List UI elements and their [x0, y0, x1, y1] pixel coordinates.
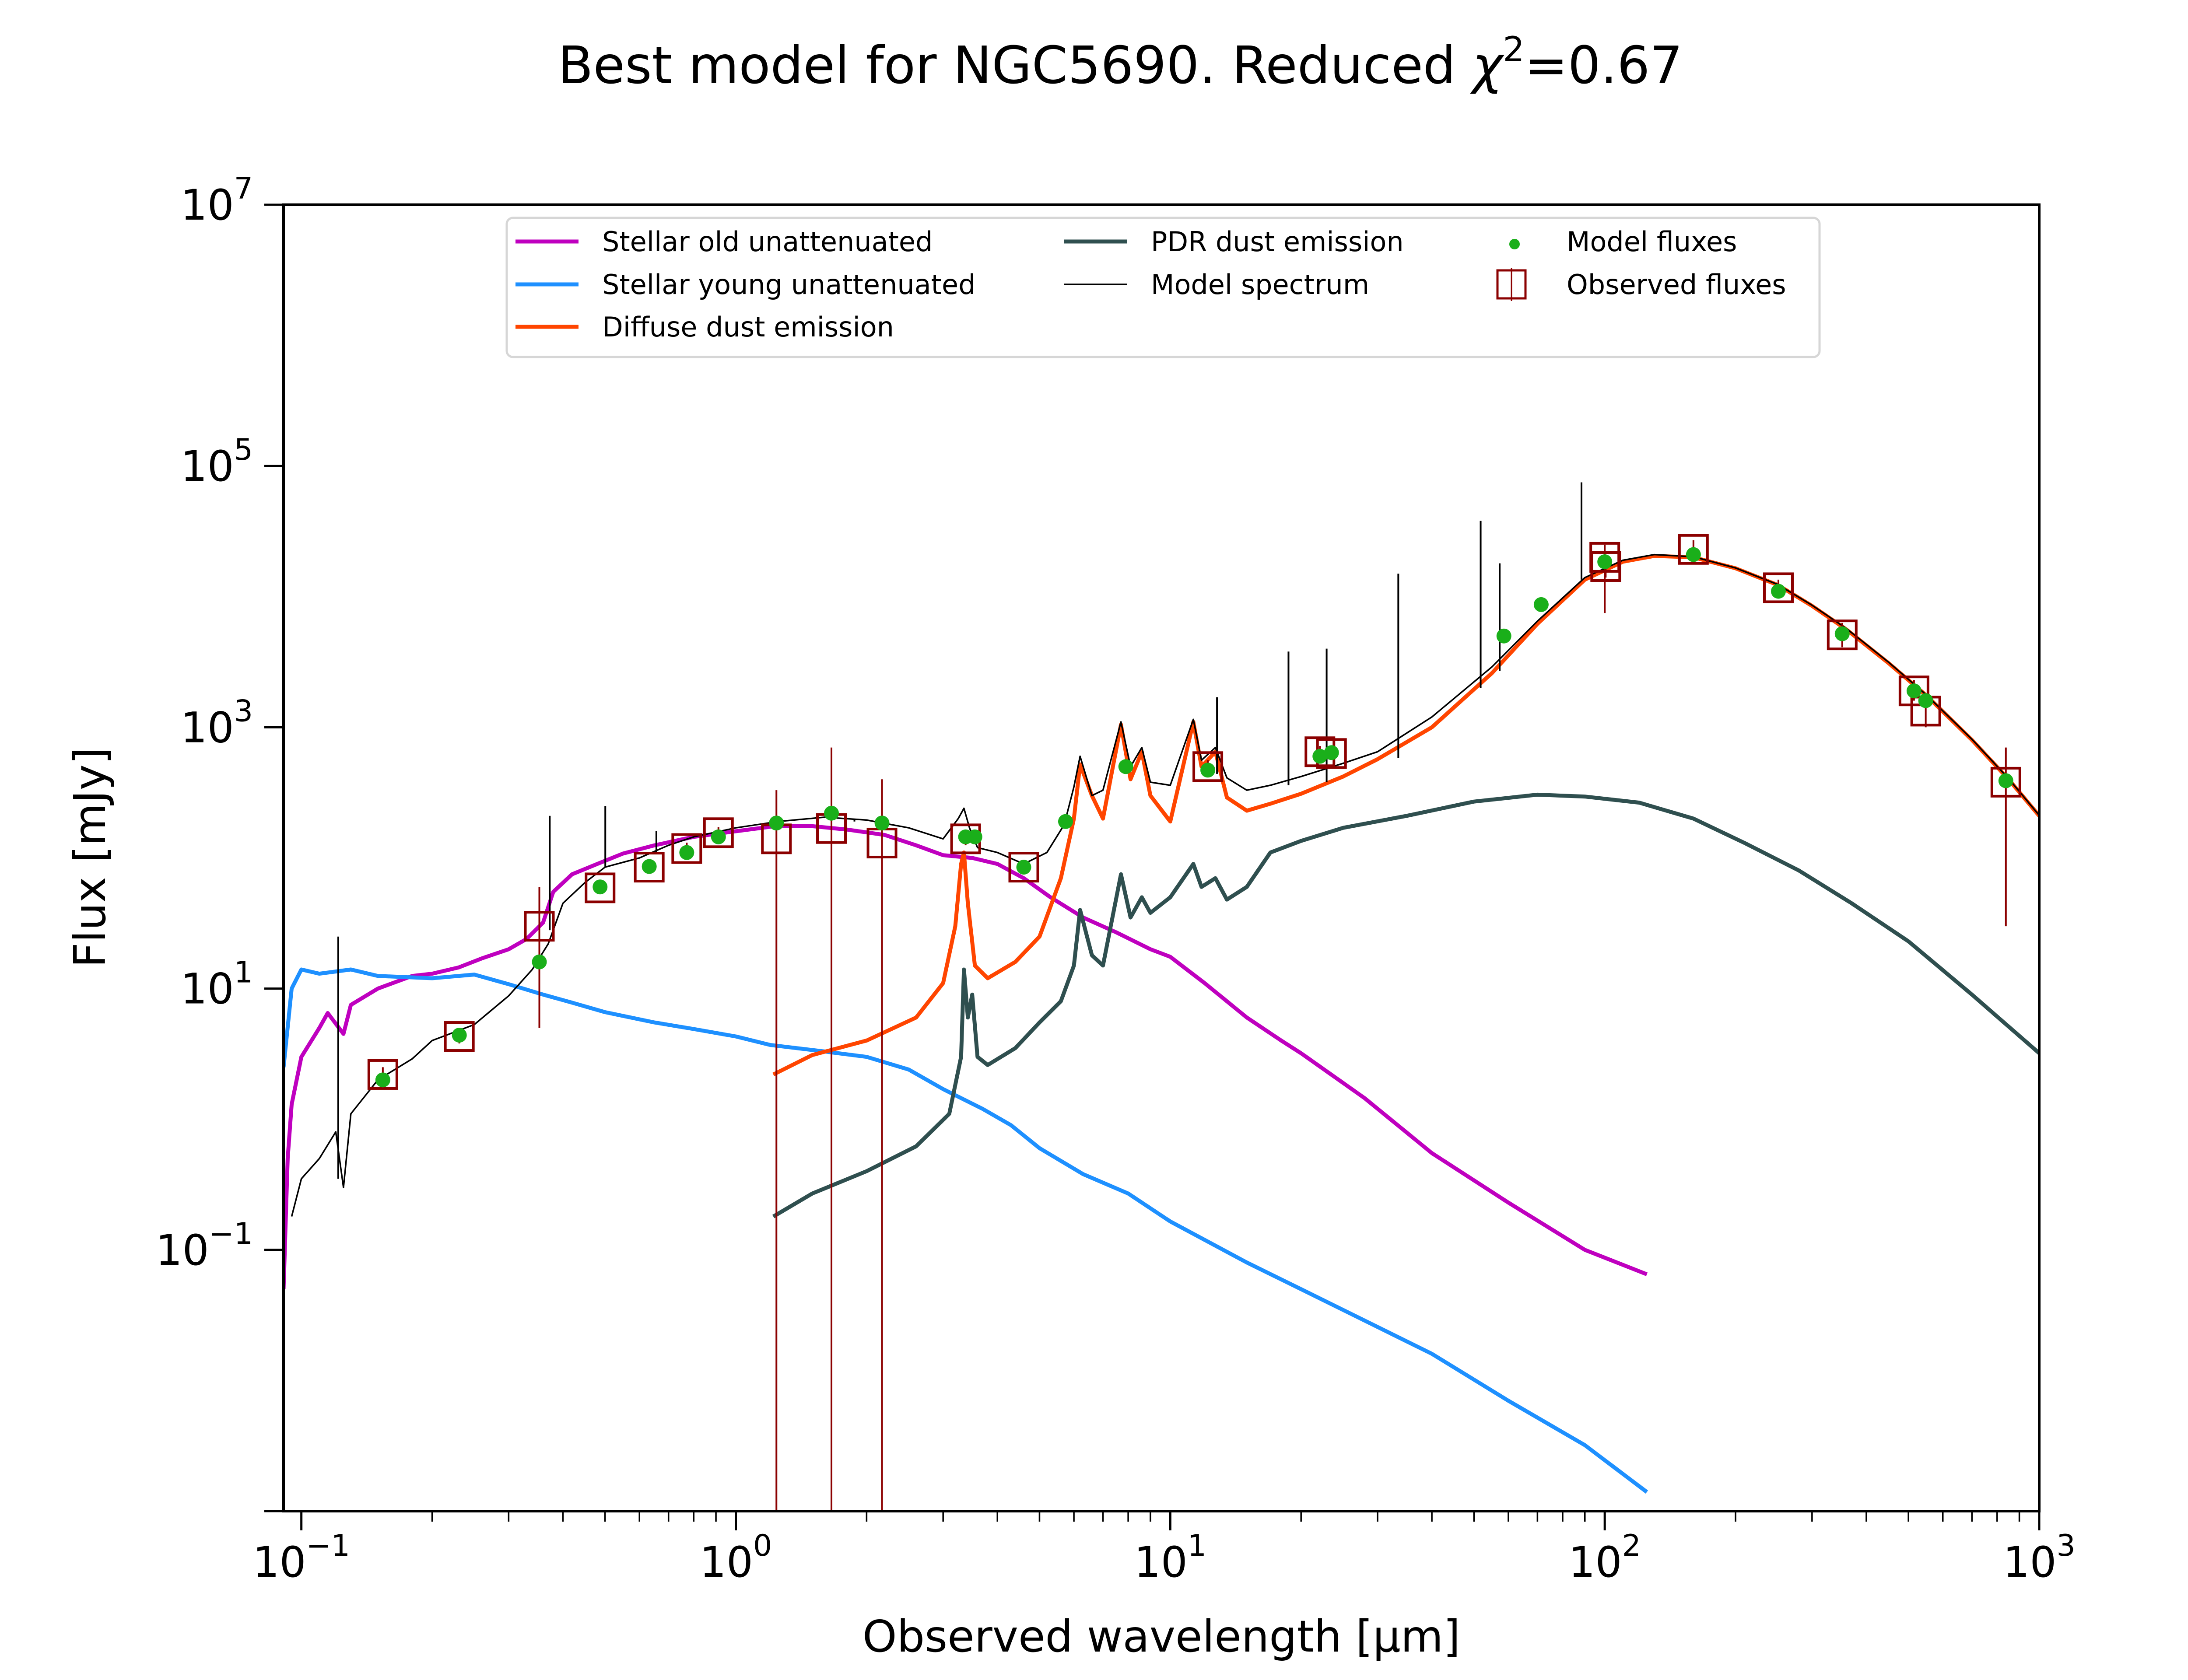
y-tick-label: 101 — [181, 956, 253, 1014]
y-tick-label: 103 — [181, 694, 253, 752]
model-flux-point — [1906, 683, 1922, 699]
x-tick-label: 103 — [2003, 1529, 2075, 1587]
legend-label-pdr-dust: PDR dust emission — [1151, 226, 1404, 258]
chart-title-sup: 2 — [1503, 30, 1525, 70]
legend: Stellar old unattenuated Stellar young u… — [505, 217, 1821, 358]
observed-flux-marker — [367, 1059, 398, 1090]
model-flux-point — [1118, 759, 1133, 774]
model-flux-point — [1016, 860, 1031, 875]
plot-area — [284, 482, 2039, 1511]
observed-flux-marker — [1008, 852, 1039, 883]
series-stellar-old-unattenuated — [284, 824, 1648, 1289]
x-tick-label: 101 — [1134, 1529, 1206, 1587]
legend-label-model-spectrum: Model spectrum — [1151, 269, 1369, 301]
legend-label-stellar-old: Stellar old unattenuated — [602, 226, 933, 258]
model-flux-point — [452, 1028, 467, 1043]
y-axis-ticks: 10−1 101 103 105 107 — [156, 172, 284, 1512]
observed-flux-marker — [444, 1021, 475, 1052]
legend-swatch-model-fluxes — [1509, 239, 1520, 249]
chart-title-chi: χ — [1469, 35, 1504, 95]
x-axis-ticks: 10−1 100 101 102 103 — [252, 1511, 2076, 1587]
model-flux-point — [642, 859, 657, 874]
model-flux-point — [1058, 814, 1073, 829]
model-flux-point — [967, 829, 982, 844]
observed-flux-marker — [1192, 751, 1224, 782]
series-model-spectrum — [291, 553, 2039, 1217]
model-flux-point — [711, 829, 726, 844]
emission-lines-layer — [337, 482, 1583, 1179]
legend-box — [505, 217, 1821, 358]
model-flux-point — [1324, 745, 1339, 760]
model-flux-point — [824, 805, 839, 821]
series-pdr-dust-emission — [772, 792, 2039, 1218]
x-tick-label: 10−1 — [252, 1529, 350, 1587]
legend-label-diffuse-dust: Diffuse dust emission — [602, 311, 894, 343]
observed-flux-marker — [1678, 534, 1709, 565]
model-flux-point — [375, 1072, 390, 1088]
axes-frame — [282, 203, 2041, 1512]
y-tick-label: 105 — [181, 433, 253, 491]
model-fluxes-layer — [375, 547, 2013, 1088]
observed-flux-marker — [703, 817, 734, 848]
model-flux-point — [1834, 626, 1850, 641]
observed-flux-marker — [1590, 551, 1621, 582]
observed-fluxes-layer — [367, 534, 2021, 1511]
legend-label-stellar-young: Stellar young unattenuated — [602, 269, 975, 301]
model-flux-point — [679, 845, 694, 860]
model-flux-point — [1597, 554, 1613, 570]
model-flux-point — [1686, 547, 1701, 562]
y-tick-label: 107 — [181, 172, 253, 230]
observed-flux-marker — [1763, 572, 1794, 603]
x-tick-label: 100 — [700, 1529, 772, 1587]
y-axis-label: Flux [mJy] — [64, 747, 116, 968]
observed-flux-marker — [585, 872, 616, 903]
chart-title-suffix: =0.67 — [1525, 35, 1683, 95]
chart-title: Best model for NGC5690. Reduced χ2=0.67 — [558, 30, 1683, 95]
observed-flux-marker — [1898, 676, 1929, 707]
observed-flux-marker — [671, 833, 702, 864]
model-flux-point — [1918, 693, 1933, 708]
legend-label-model-fluxes: Model fluxes — [1567, 226, 1737, 258]
model-flux-point — [874, 816, 890, 831]
model-flux-point — [1533, 597, 1549, 612]
model-flux-point — [1312, 749, 1328, 764]
series-stellar-young-unattenuated — [284, 967, 1648, 1494]
model-flux-point — [1496, 628, 1511, 644]
legend-label-observed-fluxes: Observed fluxes — [1567, 269, 1786, 301]
model-flux-point — [593, 879, 608, 895]
observed-flux-marker — [1990, 766, 2021, 798]
model-flux-point — [532, 954, 547, 970]
x-axis-label: Observed wavelength [μm] — [863, 1611, 1460, 1662]
chart-title-prefix: Best model for NGC5690. Reduced — [558, 35, 1473, 95]
observed-flux-marker — [634, 852, 665, 883]
observed-flux-marker — [524, 911, 555, 942]
y-tick-label: 10−1 — [156, 1217, 253, 1275]
series-layer — [284, 553, 2039, 1494]
model-flux-point — [769, 816, 784, 831]
model-flux-point — [1771, 584, 1786, 599]
x-tick-label: 102 — [1568, 1529, 1641, 1587]
model-flux-point — [1200, 763, 1216, 778]
observed-flux-marker — [1827, 620, 1858, 651]
model-flux-point — [1998, 773, 2013, 788]
